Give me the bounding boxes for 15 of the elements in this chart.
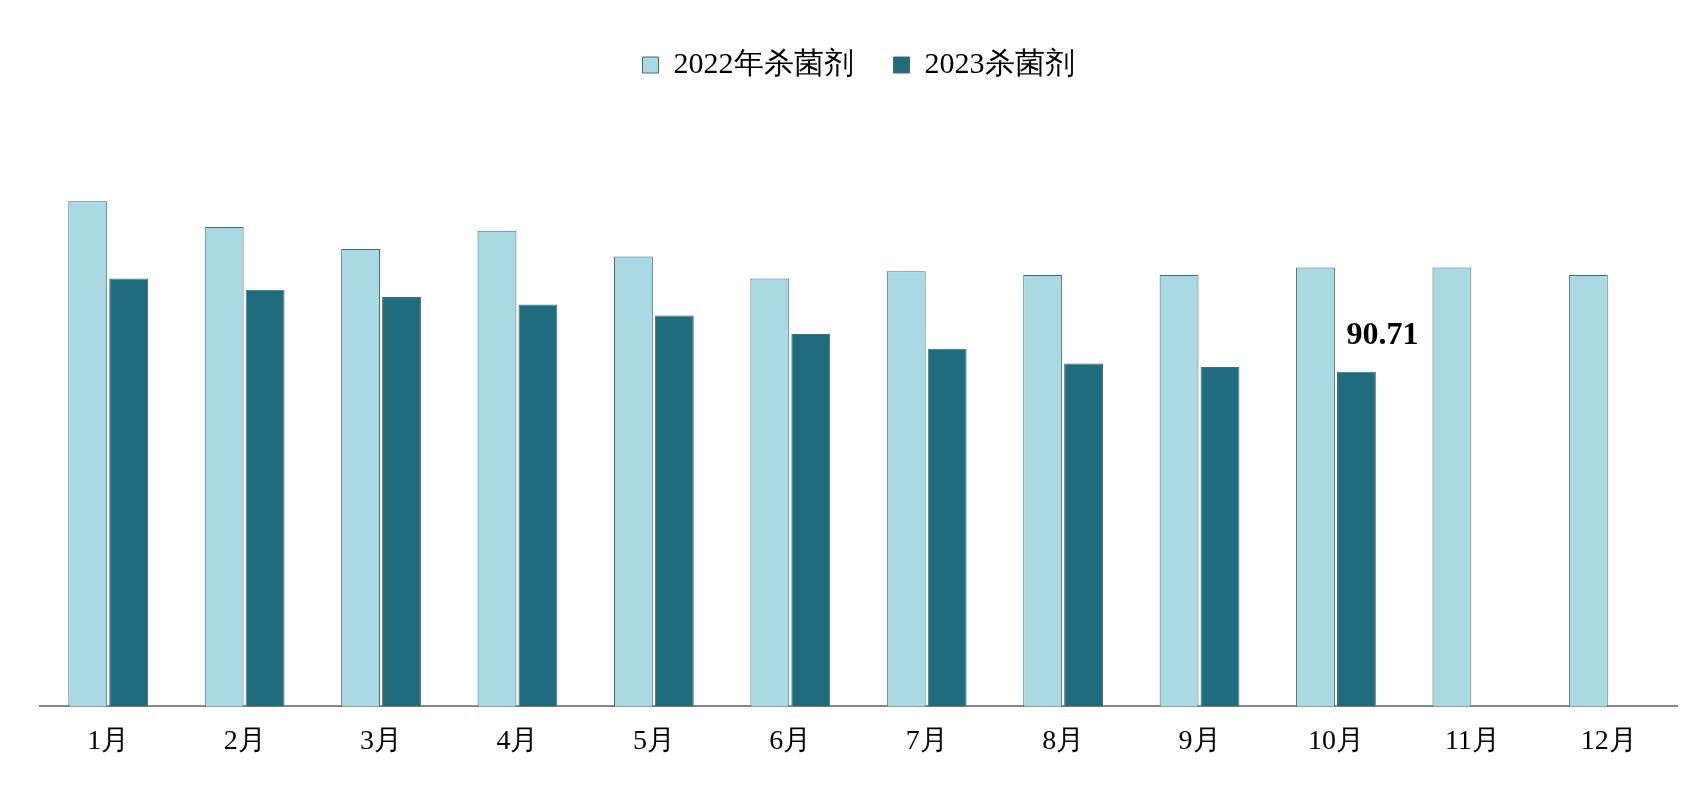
x-tick-label: 8月 [1042,723,1085,755]
x-tick-label: 5月 [632,723,675,755]
legend-label: 2023杀菌剂 [924,45,1075,79]
x-tick-label: 4月 [496,723,539,755]
x-tick-label: 3月 [360,723,403,755]
x-tick-label: 9月 [1178,723,1221,755]
x-tick-label: 6月 [769,723,812,755]
data-label: 90.71 [1346,315,1419,352]
x-tick-label: 7月 [905,723,948,755]
x-tick-label: 11月 [1444,723,1500,755]
x-tick-label: 2月 [223,723,266,755]
legend-label: 2022年杀菌剂 [673,45,854,79]
x-tick-label: 12月 [1580,723,1637,755]
x-tick-label: 10月 [1307,723,1364,755]
x-tick-label: 1月 [87,723,130,755]
